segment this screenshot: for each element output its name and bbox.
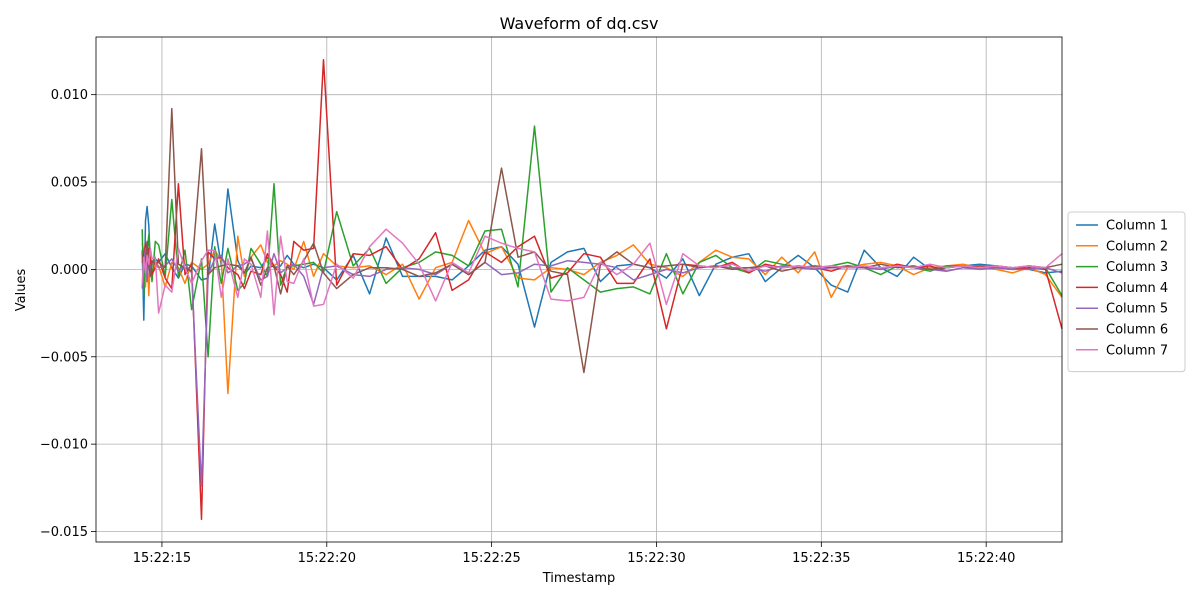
series-line-column-1 [141,188,1063,328]
x-tick-label: 15:22:15 [133,551,191,566]
x-tick-label: 15:22:40 [957,551,1015,566]
grid [96,37,1062,542]
series-line-column-5 [141,247,1063,487]
y-tick-label: −0.015 [40,525,88,540]
x-tick-label: 15:22:35 [792,551,850,566]
y-tick-label: 0.005 [51,176,88,191]
legend-label: Column 4 [1106,281,1168,296]
legend-label: Column 2 [1106,239,1168,254]
legend-box [1067,211,1186,373]
y-tick-label: −0.005 [40,350,88,365]
legend-label: Column 1 [1106,219,1168,234]
series-line-column-2 [141,219,1063,395]
series-layer [141,58,1063,521]
y-tick-label: 0.000 [51,263,88,278]
y-tick-label: −0.010 [40,438,88,453]
series-line-column-3 [141,125,1063,358]
plot-frame [95,36,1063,543]
legend-label: Column 3 [1106,260,1168,275]
legend-label: Column 6 [1106,323,1168,338]
y-axis: 0.010 0.005 0.000 −0.005 −0.010 −0.015 [40,88,96,540]
series-line-column-7 [141,228,1063,316]
y-tick-label: 0.010 [51,88,88,103]
x-tick-label: 15:22:20 [298,551,356,566]
legend-label: Column 5 [1106,302,1168,317]
legend-label: Column 7 [1106,343,1168,358]
legend: Column 1 Column 2 Column 3 Column 4 Column 5… [1067,211,1186,373]
x-tick-label: 15:22:25 [462,551,520,566]
x-tick-label: 15:22:30 [627,551,685,566]
chart-title: Waveform of dq.csv [500,14,659,33]
x-axis-label: Timestamp [542,571,616,586]
x-axis: 15:22:15 15:22:20 15:22:25 15:22:30 15:22:35… [133,542,1015,566]
y-axis-label: Values [14,269,29,312]
